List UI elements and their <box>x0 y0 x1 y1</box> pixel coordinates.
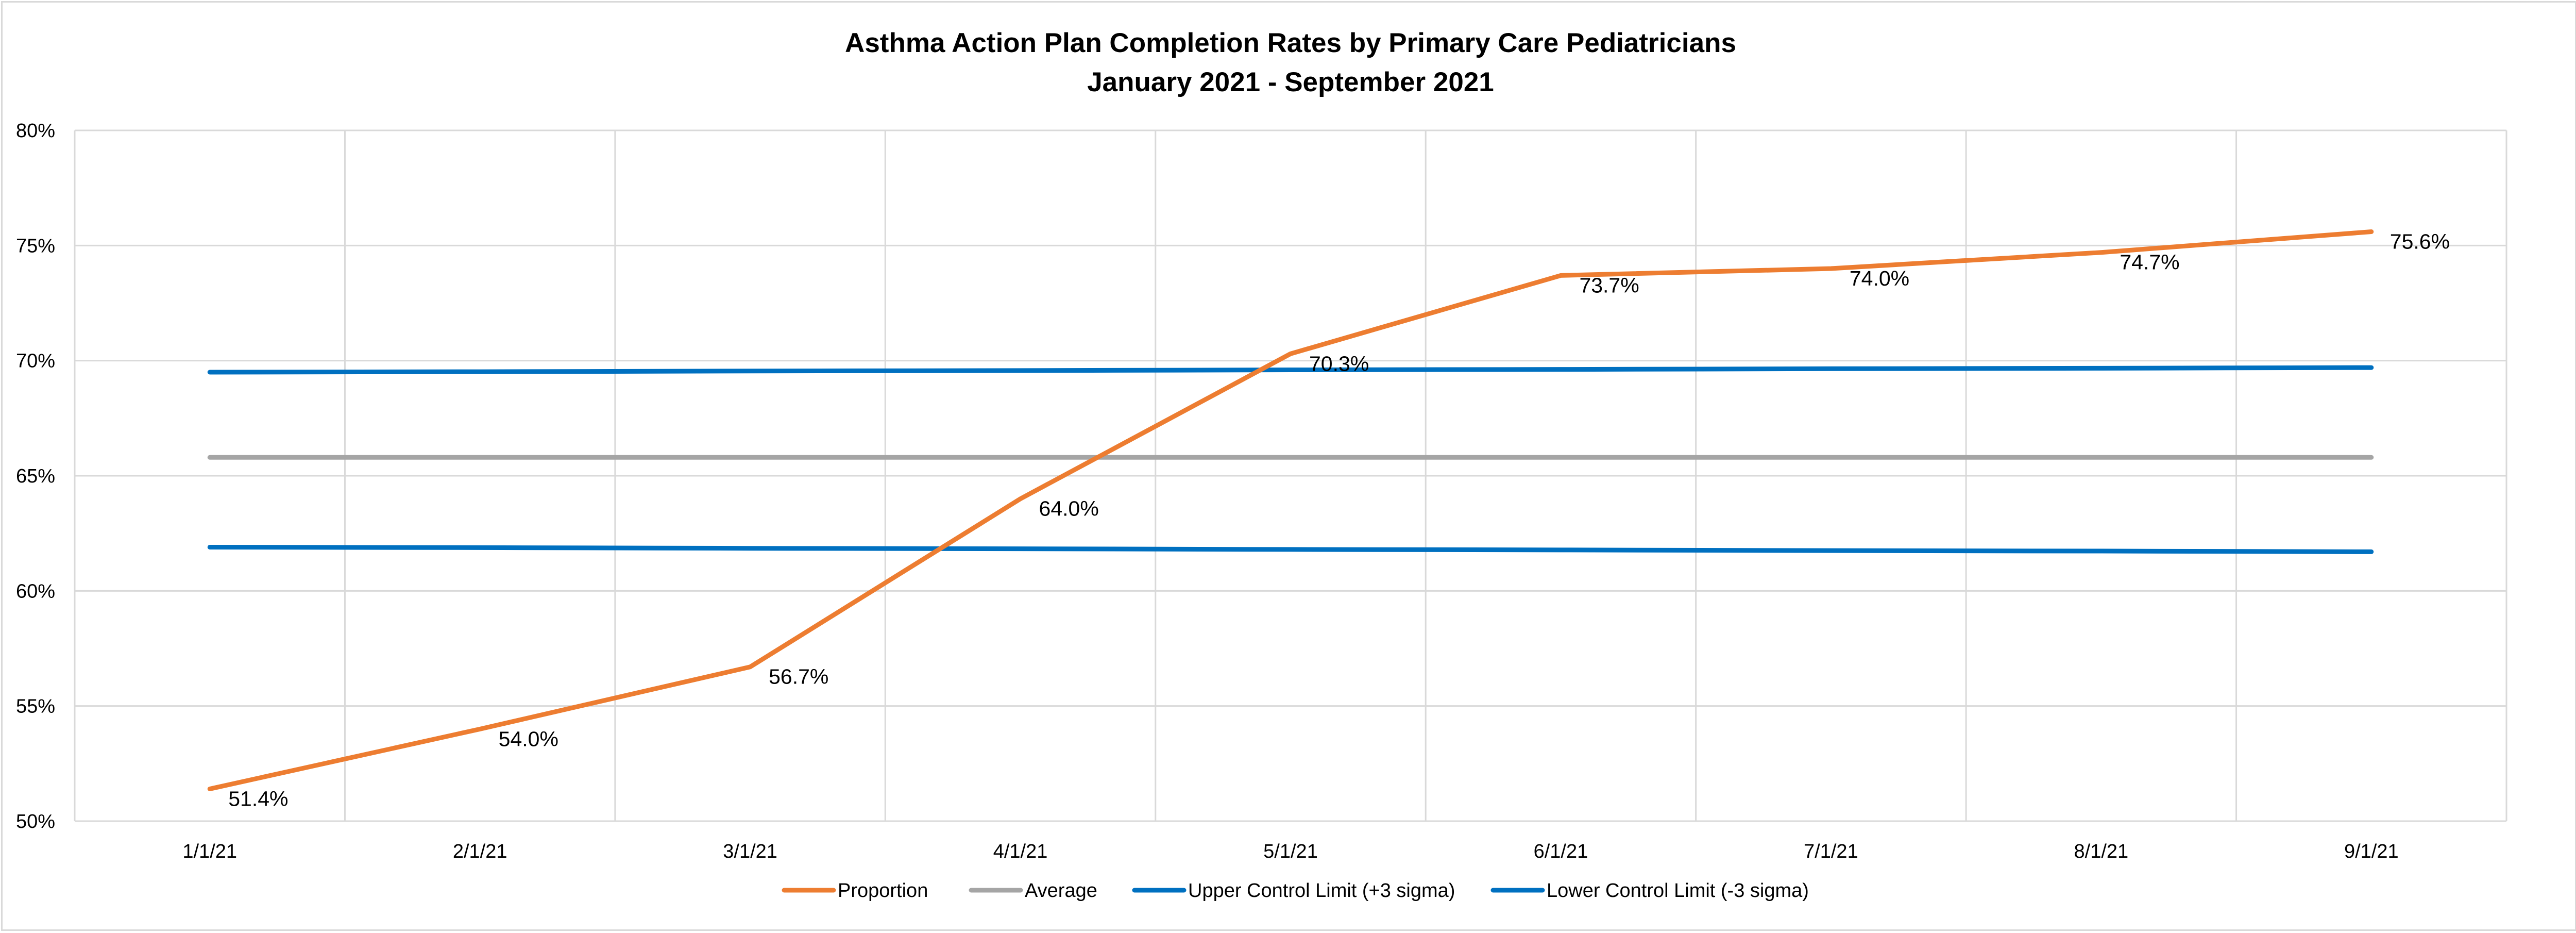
series-line-0 <box>207 229 2374 791</box>
x-tick-label: 2/1/21 <box>453 841 507 862</box>
data-labels: 51.4% 54.0% 56.7% 64.0% 70.3% 73.7% 74.0% 74.7%… <box>228 230 2450 811</box>
x-tick-label: 5/1/21 <box>1263 841 1318 862</box>
y-tick-label: 60% <box>16 580 55 602</box>
y-tick-label: 55% <box>16 696 55 718</box>
x-tick-label: 6/1/21 <box>1534 841 1588 862</box>
data-label: 64.0% <box>1039 497 1099 521</box>
chart-title: Asthma Action Plan Completion Rates by P… <box>845 28 1736 58</box>
legend-label: Lower Control Limit (-3 sigma) <box>1547 880 1809 902</box>
x-tick-label: 8/1/21 <box>2074 841 2129 862</box>
series-line-3 <box>207 544 2374 554</box>
axes: 50% 55% 60% 65% 70% 75% 80% 1/1/21 2/1/21 3/1/21 4… <box>16 120 2399 862</box>
x-tick-label: 7/1/21 <box>1804 841 1858 862</box>
y-tick-label: 50% <box>16 811 55 832</box>
series-line-2 <box>207 365 2374 375</box>
chart-svg: Asthma Action Plan Completion Rates by P… <box>16 28 2507 902</box>
y-tick-label: 70% <box>16 351 55 372</box>
gridlines <box>74 129 2507 822</box>
x-tick-label: 3/1/21 <box>723 841 777 862</box>
legend-label: Proportion <box>838 880 928 902</box>
data-label: 54.0% <box>499 727 558 751</box>
legend-label: Upper Control Limit (+3 sigma) <box>1188 880 1455 902</box>
x-tick-label: 9/1/21 <box>2344 841 2399 862</box>
x-tick-label: 4/1/21 <box>993 841 1048 862</box>
x-tick-label: 1/1/21 <box>182 841 237 862</box>
data-label: 74.7% <box>2120 251 2179 274</box>
data-label: 51.4% <box>228 787 288 810</box>
series-lines <box>207 229 2374 791</box>
legend-label: Average <box>1025 880 1097 902</box>
data-label: 73.7% <box>1579 273 1639 297</box>
chart-subtitle: January 2021 - September 2021 <box>1087 67 1494 97</box>
y-tick-label: 80% <box>16 120 55 142</box>
data-label: 74.0% <box>1850 266 1909 290</box>
y-tick-label: 65% <box>16 465 55 487</box>
legend: Proportion Average Upper Control Limit (+3… <box>782 880 1809 902</box>
y-tick-label: 75% <box>16 235 55 257</box>
data-label: 56.7% <box>769 665 828 689</box>
data-label: 70.3% <box>1309 352 1369 375</box>
data-label: 75.6% <box>2390 230 2450 254</box>
